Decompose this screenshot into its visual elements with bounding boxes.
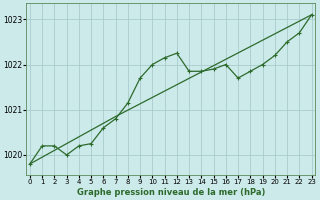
X-axis label: Graphe pression niveau de la mer (hPa): Graphe pression niveau de la mer (hPa) bbox=[76, 188, 265, 197]
